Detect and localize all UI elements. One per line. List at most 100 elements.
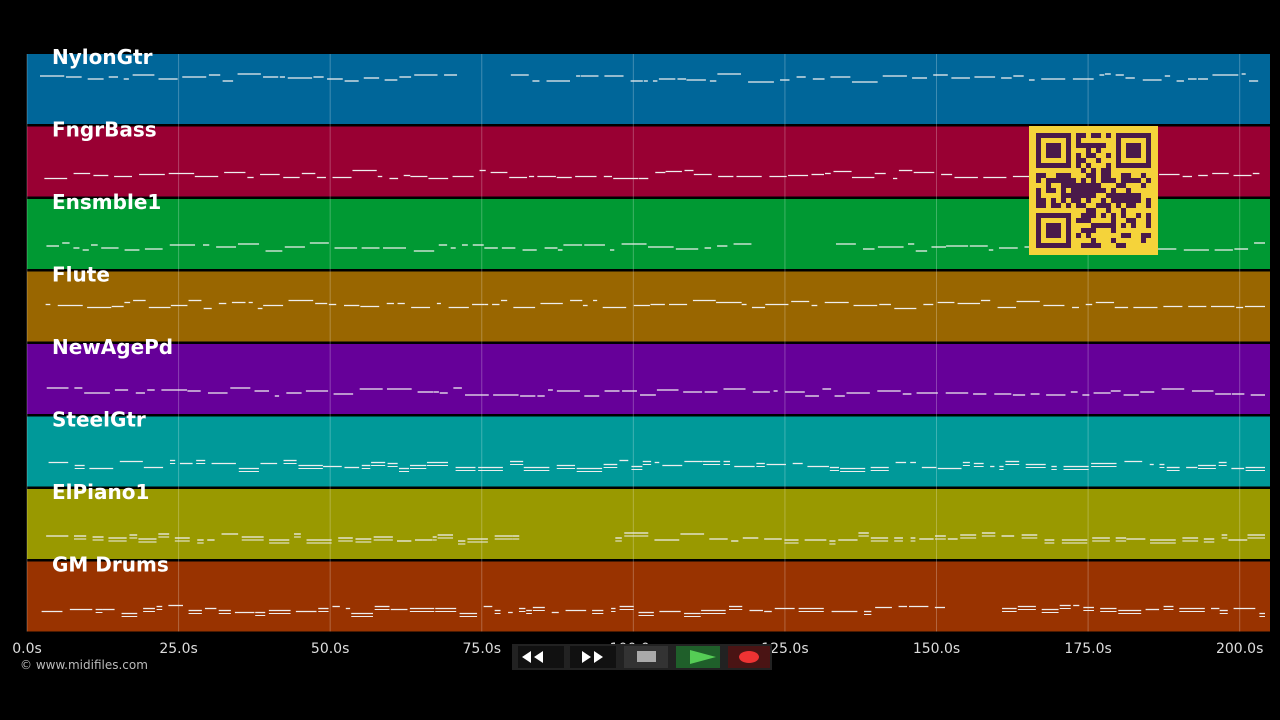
qr-cell	[1081, 168, 1086, 173]
qr-cell	[1141, 183, 1146, 188]
qr-cell	[1076, 233, 1081, 238]
transport-controls	[512, 644, 772, 670]
qr-cell	[1086, 148, 1091, 153]
qr-code	[1029, 126, 1158, 255]
stop-button[interactable]	[624, 646, 668, 668]
x-tick-label: 25.0s	[159, 641, 197, 657]
qr-cell	[1091, 193, 1096, 198]
qr-cell	[1091, 223, 1096, 228]
qr-cell	[1041, 173, 1046, 178]
qr-cell	[1136, 193, 1141, 198]
qr-cell	[1101, 168, 1106, 173]
qr-cell	[1101, 213, 1106, 218]
qr-cell	[1101, 188, 1106, 193]
button-bg	[570, 646, 616, 668]
track-label: GM Drums	[52, 553, 169, 577]
qr-cell	[1046, 188, 1051, 193]
qr-cell	[1061, 183, 1066, 188]
forward-button[interactable]	[570, 646, 616, 668]
qr-cell	[1081, 213, 1086, 218]
qr-cell	[1086, 143, 1091, 148]
qr-cell	[1086, 173, 1091, 178]
qr-cell	[1081, 158, 1086, 163]
qr-cell	[1131, 178, 1136, 183]
x-tick-label: 0.0s	[12, 641, 42, 657]
qr-cell	[1051, 188, 1056, 193]
track-label: FngrBass	[52, 118, 157, 142]
qr-cell	[1061, 198, 1066, 203]
qr-cell	[1111, 238, 1116, 243]
qr-cell	[1111, 188, 1116, 193]
grid	[26, 54, 1241, 632]
qr-cell	[1051, 203, 1056, 208]
qr-cell	[1146, 213, 1151, 218]
qr-cell	[1066, 183, 1071, 188]
qr-cell	[1121, 233, 1126, 238]
qr-cell	[1071, 198, 1076, 203]
x-tick-label: 175.0s	[1064, 641, 1111, 657]
track-label: SteelGtr	[52, 408, 146, 432]
qr-cell	[1101, 143, 1106, 148]
qr-cell	[1081, 143, 1086, 148]
qr-cell	[1096, 143, 1101, 148]
qr-cell	[1096, 133, 1101, 138]
qr-cell	[1096, 203, 1101, 208]
qr-cell	[1081, 218, 1086, 223]
qr-cell	[1101, 198, 1106, 203]
qr-cell	[1101, 203, 1106, 208]
qr-cell	[1081, 133, 1086, 138]
track-label: Ensmble1	[52, 190, 161, 214]
qr-cell	[1096, 158, 1101, 163]
track-lane	[27, 271, 1270, 342]
qr-cell	[1126, 203, 1131, 208]
qr-cell	[1081, 183, 1086, 188]
qr-cell	[1091, 213, 1096, 218]
qr-cell	[1131, 203, 1136, 208]
play-button[interactable]	[676, 646, 720, 668]
qr-cell	[1106, 153, 1111, 158]
qr-cell	[1121, 223, 1126, 228]
record-button[interactable]	[728, 646, 770, 668]
notes	[40, 73, 1265, 617]
qr-cell	[1081, 228, 1086, 233]
track-label: NylonGtr	[52, 45, 153, 69]
qr-cell	[1081, 178, 1086, 183]
qr-cell	[1146, 203, 1151, 208]
qr-cell	[1061, 173, 1066, 178]
qr-cell	[1036, 193, 1041, 198]
qr-cell	[1041, 198, 1046, 203]
qr-cell	[1066, 193, 1071, 198]
qr-cell	[1061, 178, 1066, 183]
qr-cell	[1071, 193, 1076, 198]
track-lane	[27, 489, 1270, 559]
track-lane	[27, 561, 1270, 632]
x-tick-label: 150.0s	[913, 641, 960, 657]
qr-cell	[1086, 243, 1091, 248]
record-icon	[739, 651, 759, 663]
qr-cell	[1116, 193, 1121, 198]
qr-cell	[1066, 203, 1071, 208]
qr-cell	[1061, 193, 1066, 198]
qr-finder	[1126, 143, 1141, 158]
qr-cell	[1091, 238, 1096, 243]
rewind-button[interactable]	[518, 646, 564, 668]
qr-cell	[1101, 223, 1106, 228]
track-label: ElPiano1	[52, 480, 149, 504]
qr-cell	[1131, 223, 1136, 228]
qr-cell	[1056, 178, 1061, 183]
qr-cell	[1036, 188, 1041, 193]
rewind-icon	[522, 651, 543, 663]
qr-cell	[1086, 218, 1091, 223]
qr-cell	[1116, 203, 1121, 208]
qr-cell	[1086, 183, 1091, 188]
qr-cell	[1066, 173, 1071, 178]
track-lane	[27, 54, 1270, 124]
qr-cell	[1106, 163, 1111, 168]
qr-cell	[1096, 148, 1101, 153]
track-lane	[27, 416, 1270, 487]
qr-cell	[1126, 198, 1131, 203]
qr-cell	[1146, 178, 1151, 183]
qr-cell	[1076, 188, 1081, 193]
qr-cell	[1036, 178, 1041, 183]
